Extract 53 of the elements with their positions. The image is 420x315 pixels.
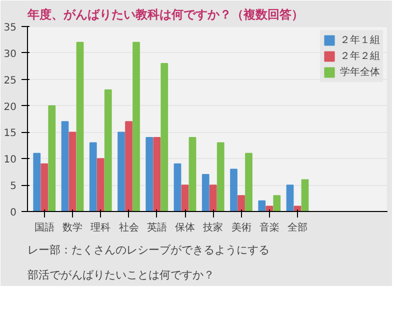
bar <box>104 89 112 212</box>
bar <box>48 105 56 212</box>
x-tick-label: 英語 <box>146 222 167 234</box>
x-tick-label: 数学 <box>62 222 82 234</box>
bar <box>96 158 104 212</box>
bar <box>33 152 41 212</box>
bar <box>132 42 140 212</box>
bar <box>273 195 281 212</box>
text: レー部：たくさんのレシーブができるようにする <box>28 244 270 256</box>
bar <box>118 132 125 212</box>
bar <box>301 179 309 212</box>
legend-label: 学年全体 <box>340 66 380 79</box>
y-tick-label: 35 <box>4 22 17 34</box>
bar <box>286 184 294 212</box>
bar <box>266 206 274 212</box>
x-tick-label: 全部 <box>288 222 308 234</box>
bar <box>76 42 84 212</box>
y-tick-label: 10 <box>4 154 17 166</box>
bar <box>89 142 97 212</box>
y-tick-label: 15 <box>4 128 17 140</box>
x-tick-label: 美術 <box>231 222 252 234</box>
bar <box>238 195 245 212</box>
y-tick-label: 30 <box>4 48 17 60</box>
bar <box>174 163 182 212</box>
bar <box>209 184 217 212</box>
y-tick-label: 25 <box>4 75 17 86</box>
bar <box>160 63 168 212</box>
bar <box>153 137 161 212</box>
x-tick-label: 保体 <box>175 222 195 234</box>
text: 部活でがんばりたいことは何ですか？ <box>28 268 214 282</box>
bar <box>146 137 154 212</box>
bar <box>202 174 210 212</box>
bar <box>188 137 196 212</box>
x-tick-label: 社会 <box>118 222 139 234</box>
bar <box>216 142 224 212</box>
bar <box>181 184 189 212</box>
x-tick-label: 技家 <box>202 222 224 234</box>
bar <box>68 132 76 212</box>
y-tick-label: 20 <box>4 102 17 113</box>
legend-label: ２年２組 <box>340 50 380 63</box>
chart-title: 年度、がんばりたい教科は何ですか？（複数回答） <box>26 8 304 22</box>
bar <box>230 168 238 212</box>
bar <box>258 200 266 212</box>
bar <box>125 121 132 212</box>
x-tick-label: 国語 <box>34 222 54 234</box>
y-tick-label: 5 <box>10 181 17 192</box>
bar <box>245 152 252 212</box>
y-tick-label: 0 <box>10 208 17 218</box>
legend-label: ２年１組 <box>340 34 380 47</box>
bar <box>40 163 48 212</box>
bar <box>61 121 69 212</box>
x-tick-label: 理科 <box>90 222 111 234</box>
x-tick-label: 音楽 <box>259 222 280 234</box>
